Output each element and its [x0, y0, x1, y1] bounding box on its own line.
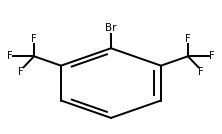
Text: F: F — [18, 67, 24, 77]
Text: F: F — [209, 51, 215, 61]
Text: Br: Br — [105, 23, 117, 33]
Text: F: F — [31, 34, 37, 44]
Text: F: F — [7, 51, 13, 61]
Text: F: F — [185, 34, 191, 44]
Text: F: F — [198, 67, 204, 77]
